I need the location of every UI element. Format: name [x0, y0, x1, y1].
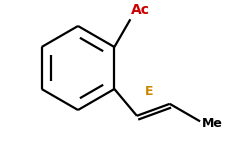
Text: Me: Me [202, 117, 223, 130]
Text: E: E [145, 85, 154, 98]
Text: Ac: Ac [131, 3, 150, 17]
